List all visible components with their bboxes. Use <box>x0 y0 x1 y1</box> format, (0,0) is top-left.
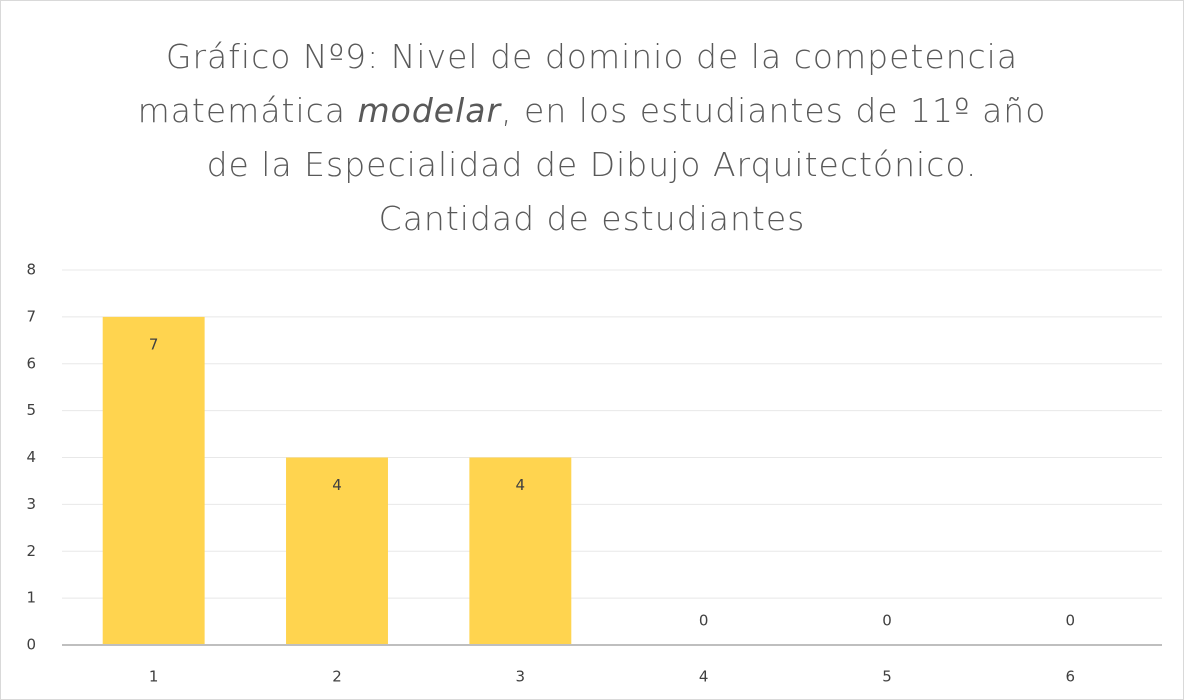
x-tick-label: 1 <box>149 668 159 686</box>
title-emphasis: modelar <box>357 91 502 130</box>
x-tick-label: 6 <box>1066 668 1076 686</box>
data-label: 7 <box>149 335 159 353</box>
y-tick-label: 5 <box>26 401 36 419</box>
data-label: 0 <box>699 612 709 630</box>
y-tick-label: 2 <box>26 542 36 560</box>
y-tick-label: 0 <box>26 636 36 654</box>
x-tick-label: 4 <box>699 668 709 686</box>
title-part: , en los estudiantes de 11º año de la Es… <box>206 91 1047 238</box>
x-tick-label: 3 <box>516 668 526 686</box>
bar <box>469 457 572 645</box>
chart-title: Gráfico Nº9: Nivel de dominio de la comp… <box>132 30 1052 246</box>
bar <box>286 457 388 645</box>
y-tick-label: 7 <box>26 307 36 325</box>
y-tick-label: 4 <box>26 448 36 466</box>
y-tick-label: 8 <box>26 261 36 279</box>
title-part: Gráfico Nº9: Nivel de dominio de la comp… <box>137 37 1019 130</box>
x-tick-label: 2 <box>332 668 342 686</box>
y-tick-label: 1 <box>26 589 36 607</box>
data-label: 4 <box>332 476 342 494</box>
data-label: 0 <box>882 612 892 630</box>
bar <box>102 316 205 645</box>
data-label: 0 <box>1066 612 1076 630</box>
x-tick-label: 5 <box>882 668 892 686</box>
y-tick-label: 6 <box>26 354 36 372</box>
y-tick-label: 3 <box>26 495 36 513</box>
data-label: 4 <box>516 476 526 494</box>
